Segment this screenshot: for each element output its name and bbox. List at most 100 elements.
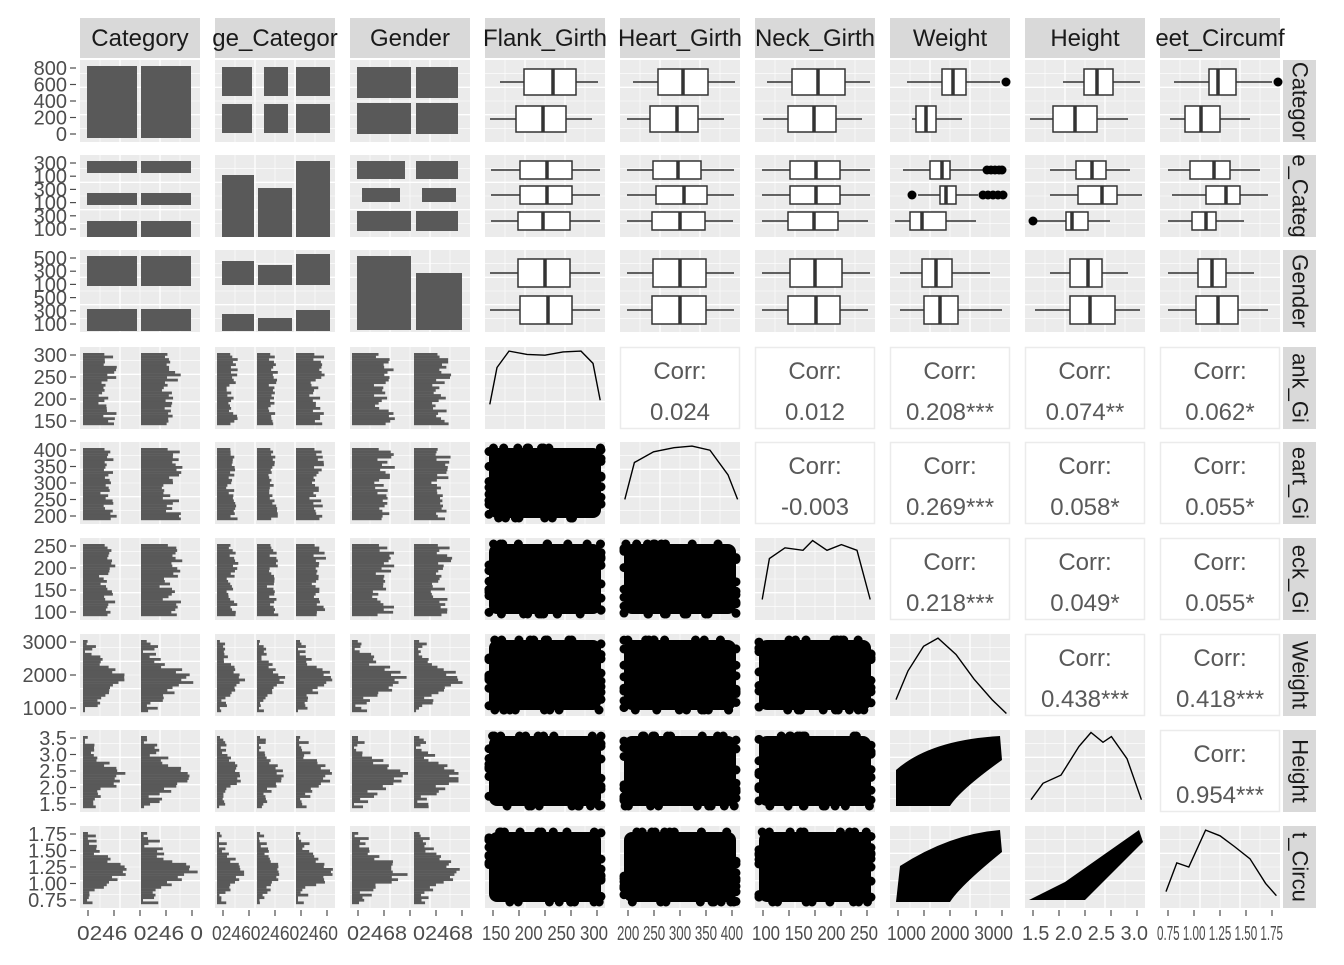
corr-value: 0.269*** xyxy=(906,494,994,521)
x-tick-label: 0246 0246 0 xyxy=(77,923,203,945)
panel xyxy=(620,442,740,524)
y-tick-label: 300 xyxy=(34,301,67,323)
y-tick-label: 250 xyxy=(34,490,67,512)
column-strip: Neck_Girth xyxy=(755,18,875,58)
scatter-points xyxy=(484,539,606,619)
bar xyxy=(296,254,330,285)
histogram xyxy=(296,448,324,521)
scatter-points xyxy=(754,731,876,811)
histogram xyxy=(296,640,333,713)
y-tick-label: 300 xyxy=(34,179,67,201)
histogram xyxy=(141,832,198,905)
histogram xyxy=(296,544,326,617)
scatter-points xyxy=(754,635,876,715)
boxplot xyxy=(627,295,734,325)
boxplot xyxy=(490,258,600,288)
y-tick-label: 150 xyxy=(34,580,67,602)
bar xyxy=(422,188,456,202)
boxplot xyxy=(627,211,733,231)
bar xyxy=(416,211,458,231)
histogram xyxy=(141,736,190,809)
bar xyxy=(222,175,254,237)
boxplot xyxy=(895,211,976,231)
bar xyxy=(87,66,137,138)
panel xyxy=(1159,346,1281,430)
y-tick-label: 300 xyxy=(34,473,67,495)
y-tick-label: 300 xyxy=(34,345,67,367)
row-strip: t_Circu xyxy=(1283,826,1316,908)
corr-value: 0.055* xyxy=(1185,590,1254,617)
row-strip-label: Categor xyxy=(1288,62,1313,140)
corr-value: 0.418*** xyxy=(1176,686,1264,713)
boxplot xyxy=(491,160,600,180)
histogram xyxy=(83,832,127,905)
histogram xyxy=(414,736,459,809)
boxplot xyxy=(1035,295,1140,325)
column-strip-label: Category xyxy=(91,25,188,52)
boxplot xyxy=(762,160,870,180)
histogram xyxy=(217,832,245,905)
y-tick-label: 1000 xyxy=(23,698,68,720)
bar xyxy=(416,161,458,179)
corr-value: 0.218*** xyxy=(906,590,994,617)
histogram xyxy=(352,736,409,809)
histogram xyxy=(352,544,395,617)
corr-label: Corr: xyxy=(923,358,976,385)
boxplot xyxy=(500,68,598,96)
corr-label: Corr: xyxy=(1193,358,1246,385)
boxplot xyxy=(1030,105,1128,133)
histogram xyxy=(257,736,284,809)
bar xyxy=(87,193,137,205)
corr-label: Corr: xyxy=(1193,645,1246,672)
y-tick-label: 2.5 xyxy=(39,761,67,783)
y-tick-label: 100 xyxy=(34,314,67,336)
x-tick-label: 02468 02468 xyxy=(347,923,473,945)
column-strip-label: Heart_Girth xyxy=(618,25,742,52)
row-strip-label: e_Categ xyxy=(1288,154,1313,237)
scatter-points xyxy=(619,827,741,907)
bar xyxy=(357,161,405,179)
boxplot xyxy=(491,211,600,231)
corr-label: Corr: xyxy=(1058,549,1111,576)
histogram xyxy=(141,544,183,617)
boxplot xyxy=(490,105,592,133)
column-strip: Flank_Girth xyxy=(483,18,607,58)
outlier xyxy=(997,165,1007,175)
row-strip: eck_Gi xyxy=(1283,538,1316,620)
histogram xyxy=(217,640,246,713)
column-strip: Heart_Girth xyxy=(618,18,742,58)
bar xyxy=(264,67,288,96)
x-tick-label: 0246024602460 xyxy=(212,923,338,945)
y-tick-label: 100 xyxy=(34,193,67,215)
panel xyxy=(1159,633,1281,717)
column-strip: Gender xyxy=(350,18,470,58)
bar xyxy=(357,256,411,330)
panel xyxy=(889,441,1011,525)
corr-value: 0.012 xyxy=(785,399,845,426)
x-tick-label: 1000 2000 3000 xyxy=(887,923,1013,945)
histogram xyxy=(257,544,279,617)
boxplot xyxy=(900,295,1002,325)
y-tick-label: 200 xyxy=(34,108,67,130)
y-tick-label: 150 xyxy=(34,411,67,433)
row-strip-label: eart_Gi xyxy=(1288,447,1313,519)
histogram xyxy=(83,736,126,809)
scatter-points xyxy=(484,731,606,811)
panel xyxy=(1025,730,1145,812)
bar xyxy=(357,67,411,98)
scatter-points xyxy=(896,830,1002,902)
column-strip-label: Neck_Girth xyxy=(755,25,875,52)
corr-label: Corr: xyxy=(653,358,706,385)
row-strip-label: Weight xyxy=(1288,641,1313,709)
x-tick-label: 0.75 1.00 1.25 1.50 1.75 xyxy=(1157,923,1283,945)
boxplot xyxy=(1050,185,1142,205)
bar xyxy=(296,310,330,331)
y-tick-label: 400 xyxy=(34,91,67,113)
boxplot xyxy=(762,258,870,288)
boxplot xyxy=(1174,68,1272,96)
boxplot xyxy=(1036,211,1110,231)
boxplot xyxy=(907,68,1000,96)
row-strip: eart_Gi xyxy=(1283,442,1316,524)
histogram xyxy=(141,353,181,426)
histogram xyxy=(414,448,451,521)
